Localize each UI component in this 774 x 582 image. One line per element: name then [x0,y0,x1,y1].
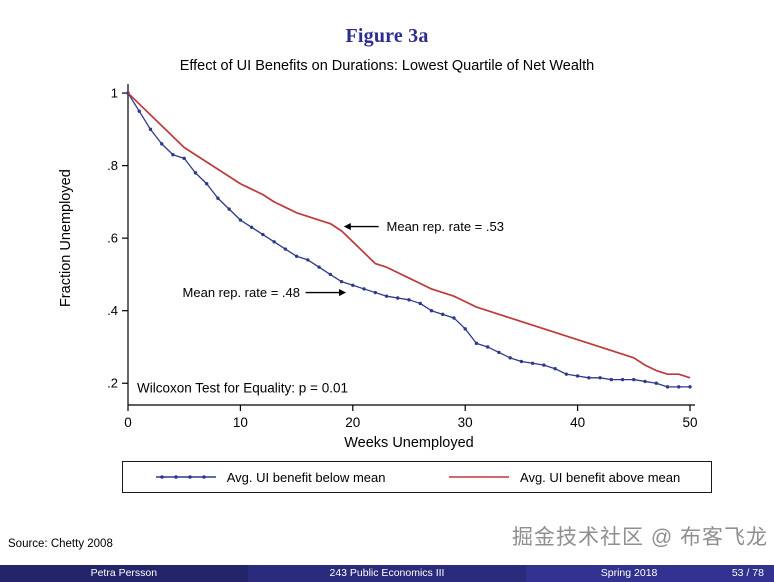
svg-text:Mean rep. rate = .53: Mean rep. rate = .53 [387,219,504,234]
footer-author: Petra Persson [0,565,248,582]
footer-bar: Petra Persson 243 Public Economics III S… [0,565,774,582]
footer-term: Spring 2018 [600,567,658,579]
legend-swatch-1 [449,476,510,478]
figure-title: Figure 3a [345,25,429,47]
svg-text:0: 0 [124,415,132,430]
watermark: 掘金技术社区 @ 布客飞龙 [512,526,768,549]
chart-title: Effect of UI Benefits on Durations: Lowe… [179,58,595,74]
svg-text:Mean rep. rate = .48: Mean rep. rate = .48 [183,285,300,300]
svg-text:40: 40 [570,415,585,430]
chart-legend: Avg. UI benefit below mean Avg. UI benef… [122,461,712,493]
svg-text:.8: .8 [107,158,118,173]
svg-text:Wilcoxon Test for Equality: p: Wilcoxon Test for Equality: p = 0.01 [137,381,348,396]
legend-label-above-mean: Avg. UI benefit above mean [520,469,681,485]
footer-right-section: Spring 2018 53 / 78 [526,565,774,582]
legend-swatch-0 [155,475,216,479]
source-note: Source: Chetty 2008 [8,538,113,550]
svg-text:30: 30 [458,415,473,430]
svg-text:.6: .6 [107,231,118,246]
legend-label-below-mean: Avg. UI benefit below mean [226,469,386,485]
svg-text:1: 1 [111,86,118,101]
svg-text:50: 50 [682,415,697,430]
svg-text:.4: .4 [107,303,118,318]
svg-text:Fraction Unemployed: Fraction Unemployed [58,169,74,307]
svg-text:.2: .2 [107,376,118,391]
chart-svg: 1 .8 .6 .4 .2 0 10 20 30 40 50 Weeks Unemployed Frac… [58,84,698,451]
legend-entry-above-mean: Avg. UI benefit above mean [447,470,680,485]
legend-entry-below-mean: Avg. UI benefit below mean [154,470,386,485]
svg-text:10: 10 [233,415,248,430]
svg-text:Weeks Unemployed: Weeks Unemployed [344,435,474,451]
svg-text:20: 20 [345,415,360,430]
footer-course: 243 Public Economics III [247,565,527,582]
footer-page-number: 53 / 78 [731,567,764,579]
